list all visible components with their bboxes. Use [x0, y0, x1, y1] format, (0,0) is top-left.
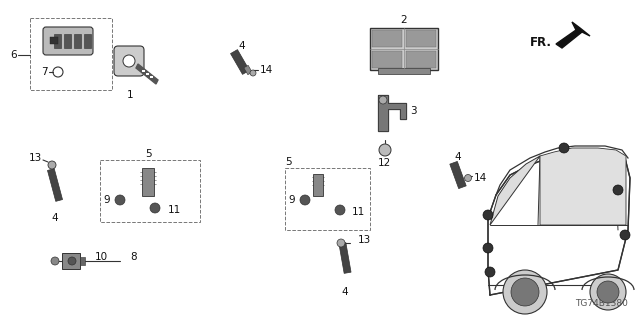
FancyBboxPatch shape — [43, 27, 93, 55]
Polygon shape — [136, 64, 158, 84]
FancyBboxPatch shape — [142, 168, 154, 196]
Text: 14: 14 — [474, 173, 487, 183]
Polygon shape — [488, 152, 630, 295]
Bar — [146, 73, 149, 75]
Text: 11: 11 — [352, 207, 365, 217]
Text: 5: 5 — [285, 157, 292, 167]
Text: 1: 1 — [127, 90, 133, 100]
Circle shape — [150, 203, 160, 213]
Text: 14: 14 — [260, 65, 273, 75]
Circle shape — [620, 230, 630, 240]
FancyBboxPatch shape — [114, 46, 144, 76]
Bar — [490, 238, 496, 256]
Circle shape — [115, 195, 125, 205]
Text: 3: 3 — [410, 106, 417, 116]
Circle shape — [503, 270, 547, 314]
FancyBboxPatch shape — [339, 243, 351, 273]
Text: 4: 4 — [52, 213, 58, 223]
Text: 4: 4 — [342, 287, 348, 297]
Bar — [372, 51, 402, 68]
Bar — [406, 51, 436, 68]
Text: 13: 13 — [358, 235, 371, 245]
Text: TG74B1380: TG74B1380 — [575, 299, 628, 308]
Circle shape — [379, 96, 387, 104]
Bar — [84, 34, 91, 48]
FancyBboxPatch shape — [244, 65, 252, 75]
Bar — [62, 253, 80, 269]
FancyBboxPatch shape — [313, 174, 323, 196]
Text: 9: 9 — [289, 195, 295, 205]
Bar — [285, 168, 370, 230]
Text: 7: 7 — [42, 67, 48, 77]
Circle shape — [123, 55, 135, 67]
Bar — [488, 230, 493, 258]
Text: 10: 10 — [95, 252, 108, 262]
Polygon shape — [540, 148, 626, 225]
Text: 12: 12 — [378, 158, 390, 168]
Bar — [64, 34, 71, 48]
Circle shape — [48, 161, 56, 169]
Text: 4: 4 — [454, 152, 461, 162]
Circle shape — [597, 281, 619, 303]
Bar — [30, 18, 112, 90]
Circle shape — [465, 174, 472, 181]
Bar — [74, 34, 81, 48]
Text: FR.: FR. — [530, 36, 552, 49]
Circle shape — [485, 267, 495, 277]
Bar — [50, 37, 58, 44]
Text: 4: 4 — [239, 41, 245, 51]
Bar — [54, 34, 61, 48]
Text: 8: 8 — [130, 252, 136, 262]
FancyBboxPatch shape — [47, 169, 63, 201]
Bar — [498, 278, 526, 292]
Text: 2: 2 — [401, 15, 407, 25]
Bar — [370, 28, 438, 70]
Circle shape — [511, 278, 539, 306]
Bar — [406, 30, 436, 47]
Text: 5: 5 — [145, 149, 151, 159]
Circle shape — [335, 205, 345, 215]
Text: 11: 11 — [168, 205, 181, 215]
Circle shape — [300, 195, 310, 205]
Circle shape — [250, 70, 256, 76]
Circle shape — [379, 144, 391, 156]
Bar — [150, 76, 153, 78]
Text: 9: 9 — [104, 195, 110, 205]
Polygon shape — [490, 156, 540, 225]
Polygon shape — [378, 95, 406, 131]
Text: 13: 13 — [29, 153, 42, 163]
Bar — [142, 70, 145, 72]
Bar — [100, 160, 200, 222]
Text: 6: 6 — [10, 50, 17, 60]
Circle shape — [559, 143, 569, 153]
Circle shape — [590, 274, 626, 310]
Circle shape — [337, 239, 345, 247]
Polygon shape — [556, 22, 590, 48]
Circle shape — [68, 257, 76, 265]
Bar — [378, 68, 430, 74]
Circle shape — [483, 210, 493, 220]
Bar — [80, 257, 85, 265]
Circle shape — [51, 257, 59, 265]
Circle shape — [483, 243, 493, 253]
Circle shape — [613, 185, 623, 195]
Bar — [372, 30, 402, 47]
FancyBboxPatch shape — [450, 161, 466, 188]
FancyBboxPatch shape — [230, 50, 250, 74]
